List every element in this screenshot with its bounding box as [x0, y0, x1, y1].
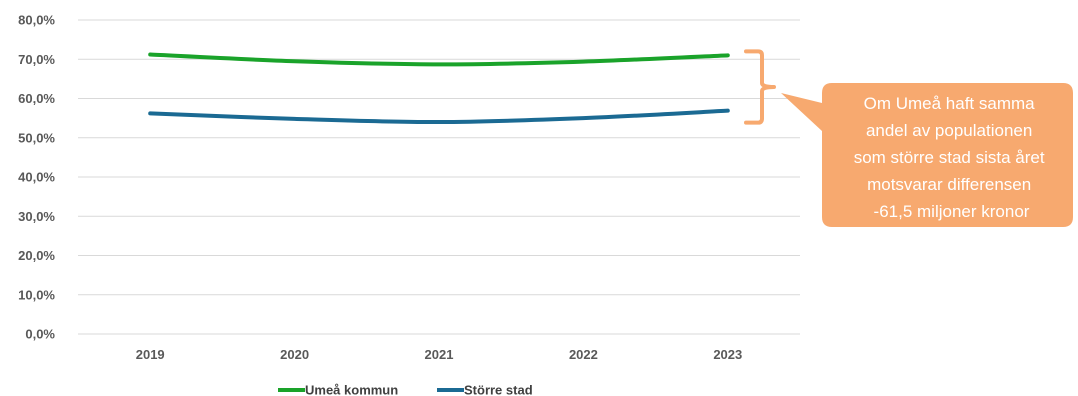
annotation-callout: [781, 83, 1073, 227]
y-tick-label: 80,0%: [18, 13, 55, 28]
legend: Umeå kommun Större stad: [278, 383, 533, 396]
y-tick-label: 0,0%: [25, 327, 55, 342]
annotation-text: Om Umeå haft samma andel av populationen…: [854, 94, 1050, 221]
y-tick-label: 60,0%: [18, 91, 55, 106]
y-axis-ticks: 0,0% 10,0% 20,0% 30,0% 40,0% 50,0% 60,0% 70,0% 8…: [18, 13, 55, 342]
y-tick-label: 30,0%: [18, 209, 55, 224]
x-axis-ticks: 2019 2020 2021 2022 2023: [136, 347, 743, 362]
y-tick-label: 70,0%: [18, 52, 55, 67]
x-tick-label: 2019: [136, 347, 165, 362]
legend-label-umea-kommun: Umeå kommun: [305, 383, 398, 396]
series-line-1: [148, 108, 730, 125]
x-tick-label: 2022: [569, 347, 598, 362]
series-lines: [148, 52, 730, 125]
legend-label-storre-stad: Större stad: [464, 383, 533, 396]
gridlines: [78, 19, 800, 335]
annotation-bracket: [744, 49, 776, 125]
y-tick-label: 50,0%: [18, 130, 55, 145]
annotation-line-2: andel av populationen: [866, 121, 1032, 140]
y-tick-label: 10,0%: [18, 287, 55, 302]
annotation-line-4: motsvarar differensen: [867, 175, 1031, 194]
annotation-line-3: som större stad sista året: [854, 148, 1045, 167]
annotation-line-5: -61,5 miljoner kronor: [874, 202, 1030, 221]
x-tick-label: 2023: [713, 347, 742, 362]
annotation-line-1: Om Umeå haft samma: [864, 94, 1036, 113]
x-tick-label: 2021: [425, 347, 454, 362]
x-tick-label: 2020: [280, 347, 309, 362]
y-tick-label: 40,0%: [18, 170, 55, 185]
y-tick-label: 20,0%: [18, 248, 55, 263]
series-line-0: [148, 52, 730, 67]
